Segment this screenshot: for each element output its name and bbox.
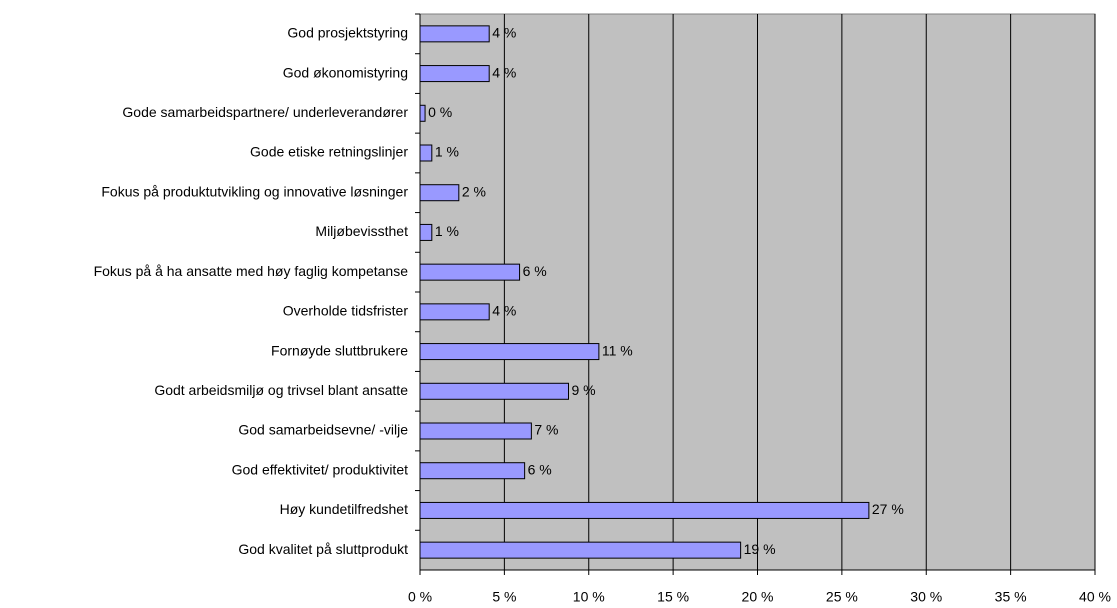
bar [419,382,569,400]
x-tick-label: 0 % [408,589,432,605]
y-tick-label: God samarbeidsevne/ -vilje [238,422,408,438]
bar [419,343,600,361]
data-label: 4 % [492,303,516,319]
y-tick-label: Fokus på produktutvikling og innovative … [101,183,408,199]
x-tick-label: 5 % [492,589,516,605]
x-tick-label: 30 % [910,589,942,605]
y-tick-label: God økonomistyring [283,64,408,80]
y-tick-label: Godt arbeidsmiljø og trivsel blant ansat… [154,382,408,398]
y-tick-label: Gode samarbeidspartnere/ underleverandør… [122,104,408,120]
data-label: 6 % [523,263,547,279]
data-label: 1 % [435,223,459,239]
y-tick-label: Overholde tidsfrister [283,303,409,319]
x-tick-label: 25 % [826,589,858,605]
x-tick-label: 40 % [1079,589,1111,605]
x-tick-label: 10 % [573,589,605,605]
y-tick-label: Høy kundetilfredshet [280,501,409,517]
bar [419,303,490,321]
data-label: 7 % [534,422,558,438]
data-label: 2 % [462,183,486,199]
x-tick-label: 15 % [657,589,689,605]
data-label: 9 % [572,382,596,398]
bar [419,263,521,281]
data-label: 6 % [528,461,552,477]
bar [419,541,742,559]
data-label: 4 % [492,64,516,80]
data-label: 4 % [492,25,516,41]
bar [419,462,526,480]
y-tick-label: Miljøbevissthet [315,223,408,239]
y-tick-label: Fokus på å ha ansatte med høy faglig kom… [94,263,409,279]
bar [419,422,532,440]
x-tick-label: 20 % [742,589,774,605]
data-label: 0 % [428,104,452,120]
bar [419,25,490,43]
data-label: 19 % [744,541,776,557]
bar [419,104,426,122]
bar [419,184,460,202]
bar [419,501,870,519]
x-tick-label: 35 % [995,589,1027,605]
data-label: 11 % [602,342,633,358]
y-tick-label: God effektivitet/ produktivitet [232,461,408,477]
bar [419,144,433,162]
y-tick-label: God prosjektstyring [287,25,408,41]
bar [419,65,490,83]
data-label: 27 % [872,501,904,517]
bar [419,223,433,241]
y-tick-label: Fornøyde sluttbrukere [271,342,408,358]
data-label: 1 % [435,144,459,160]
y-tick-label: God kvalitet på sluttprodukt [238,541,408,557]
y-tick-label: Gode etiske retningslinjer [250,144,408,160]
